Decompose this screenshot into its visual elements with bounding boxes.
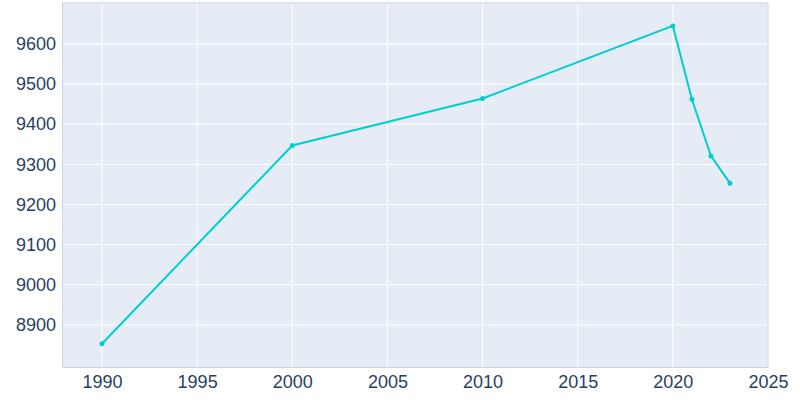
tick-label: 2005 bbox=[368, 372, 408, 392]
tick-label: 2010 bbox=[463, 372, 503, 392]
grid bbox=[62, 3, 768, 367]
frame-line bbox=[768, 3, 769, 367]
plot: 1990 1995 2000 2005 2010 2015 2020 2025 8900 9000… bbox=[16, 3, 789, 392]
axis-line bbox=[62, 4, 63, 368]
point bbox=[99, 341, 104, 346]
tick-label: 9600 bbox=[16, 34, 56, 54]
x-grid-line bbox=[197, 3, 198, 367]
tick: 2000 bbox=[273, 367, 313, 392]
point bbox=[727, 181, 732, 186]
series bbox=[99, 23, 732, 346]
y-grid-line bbox=[62, 284, 768, 285]
axis-line bbox=[63, 367, 769, 368]
x-grid-line bbox=[577, 3, 578, 367]
tick-label: 9500 bbox=[16, 74, 56, 94]
tick-label: 2015 bbox=[558, 372, 598, 392]
point bbox=[689, 97, 694, 102]
y-grid-line bbox=[62, 84, 768, 85]
tick-label: 1995 bbox=[178, 372, 218, 392]
tick: 9500 bbox=[16, 74, 62, 94]
y-grid-line bbox=[62, 244, 768, 245]
tick-label: 2020 bbox=[653, 372, 693, 392]
tick: 9200 bbox=[16, 195, 62, 215]
tick-label: 9100 bbox=[16, 235, 56, 255]
y-grid-line bbox=[62, 324, 768, 325]
y-grid-line bbox=[62, 164, 768, 165]
x-grid-line bbox=[672, 3, 673, 367]
plot-background bbox=[62, 3, 768, 367]
tick: 9600 bbox=[16, 34, 62, 54]
tick: 9300 bbox=[16, 155, 62, 175]
tick: 2020 bbox=[653, 367, 693, 392]
tick-label: 9000 bbox=[16, 275, 56, 295]
chart: 1990 1995 2000 2005 2010 2015 2020 2025 8900 9000… bbox=[0, 0, 800, 400]
x-grid-line bbox=[387, 3, 388, 367]
point bbox=[708, 153, 713, 158]
x-grid-line bbox=[768, 3, 769, 367]
point bbox=[670, 23, 675, 28]
point bbox=[480, 96, 485, 101]
tick-label: 8900 bbox=[16, 315, 56, 335]
tick: 2010 bbox=[463, 367, 503, 392]
y-grid-line bbox=[62, 204, 768, 205]
tick: 1995 bbox=[178, 367, 218, 392]
x-axis: 1990 1995 2000 2005 2010 2015 2020 2025 bbox=[63, 367, 789, 392]
point bbox=[290, 143, 295, 148]
line bbox=[102, 26, 730, 344]
tick-label: 2025 bbox=[748, 372, 788, 392]
tick: 1990 bbox=[82, 367, 122, 392]
tick-label: 1990 bbox=[82, 372, 122, 392]
tick: 2005 bbox=[368, 367, 408, 392]
tick-label: 9200 bbox=[16, 195, 56, 215]
tick: 9000 bbox=[16, 275, 62, 295]
y-axis: 8900 9000 9100 9200 9300 9400 9500 9600 bbox=[16, 4, 63, 368]
x-grid-line bbox=[482, 3, 483, 367]
tick-label: 9400 bbox=[16, 114, 56, 134]
x-grid-line bbox=[292, 3, 293, 367]
tick-label: 2000 bbox=[273, 372, 313, 392]
tick: 2025 bbox=[748, 367, 788, 392]
tick-label: 9300 bbox=[16, 155, 56, 175]
y-grid-line bbox=[62, 124, 768, 125]
y-grid-line bbox=[62, 43, 768, 44]
tick: 9100 bbox=[16, 235, 62, 255]
tick: 9400 bbox=[16, 114, 62, 134]
tick: 2015 bbox=[558, 367, 598, 392]
frame-line bbox=[62, 3, 768, 4]
tick: 8900 bbox=[16, 315, 62, 335]
x-grid-line bbox=[101, 3, 102, 367]
